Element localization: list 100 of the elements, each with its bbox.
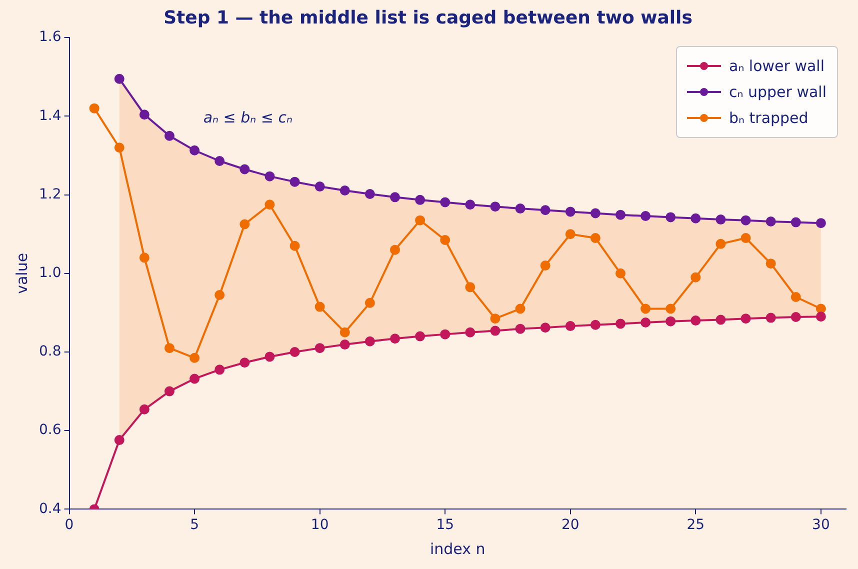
point [540,322,550,333]
point [415,331,426,342]
point [465,200,476,210]
point [240,164,250,174]
x-tick-label: 10 [310,517,329,534]
point [114,435,124,446]
point [415,215,426,226]
point [465,282,476,292]
point [114,142,124,153]
point [415,194,426,205]
point [340,340,350,350]
point [816,218,826,228]
point [790,217,801,228]
point [440,329,450,340]
point [565,206,576,217]
point [214,290,225,300]
point [139,252,150,263]
point [666,316,676,326]
y-tick-label: 0.6 [39,422,62,438]
point [590,320,600,330]
point [490,202,500,212]
y-tick-label: 1.4 [39,108,62,124]
point [264,200,275,210]
y-tick-label: 1.2 [39,186,62,202]
point [515,304,526,314]
point [540,260,550,271]
point [364,189,375,200]
point [716,314,726,325]
point [89,103,100,114]
point [766,258,776,269]
x-tick-label: 0 [64,517,74,534]
point [740,233,751,244]
point [164,386,174,396]
legend-label: aₙ lower wall [729,56,825,77]
point [666,304,676,314]
x-tick-label: 5 [190,517,200,534]
point [640,211,651,222]
annotation: aₙ ≤ bₙ ≤ cₙ [203,108,292,126]
legend-label: cₙ upper wall [729,82,826,103]
point [364,336,375,346]
point [190,374,200,384]
point [816,312,826,322]
point [340,185,350,196]
point [114,74,124,84]
point [615,318,626,329]
point [390,334,400,344]
point [139,404,150,414]
point [190,352,200,363]
point [615,268,626,278]
point [490,314,500,324]
point [314,343,325,354]
chart-title: Step 1 — the middle list is caged between two walls [164,7,692,28]
point [390,192,400,202]
point [615,210,626,220]
point [766,312,776,323]
point [640,318,651,328]
point [164,130,174,141]
point [565,229,576,240]
point [264,352,275,362]
point [565,321,576,332]
point [139,110,150,120]
point [164,343,174,354]
point [740,314,751,324]
point [716,214,726,225]
y-axis-title: value [12,252,31,294]
legend-label: bₙ trapped [729,108,808,129]
point [490,326,500,336]
point [816,304,826,314]
point [590,208,600,218]
point [740,215,751,226]
point [190,145,200,156]
point [515,204,526,214]
x-tick-label: 25 [686,517,705,534]
point [314,302,325,312]
point [290,176,300,187]
point [716,238,726,249]
point [240,358,250,368]
point [690,316,701,326]
point [290,347,300,357]
point [314,182,325,192]
y-tick-label: 1.6 [39,29,62,46]
y-tick-label: 0.4 [39,500,62,517]
y-tick-label: 1.0 [39,265,62,282]
point [540,205,550,216]
point [790,312,801,322]
point [340,327,350,338]
point [440,197,450,208]
point [240,219,250,230]
x-tick-label: 15 [436,517,454,534]
point [690,213,701,224]
x-axis-title: index n [430,540,486,558]
x-tick-label: 20 [561,517,580,534]
point [515,324,526,334]
y-tick-label: 0.8 [39,344,62,360]
point [440,234,450,245]
point [766,216,776,227]
point [666,212,676,222]
point [290,240,300,251]
point [214,156,225,166]
point [790,292,801,302]
